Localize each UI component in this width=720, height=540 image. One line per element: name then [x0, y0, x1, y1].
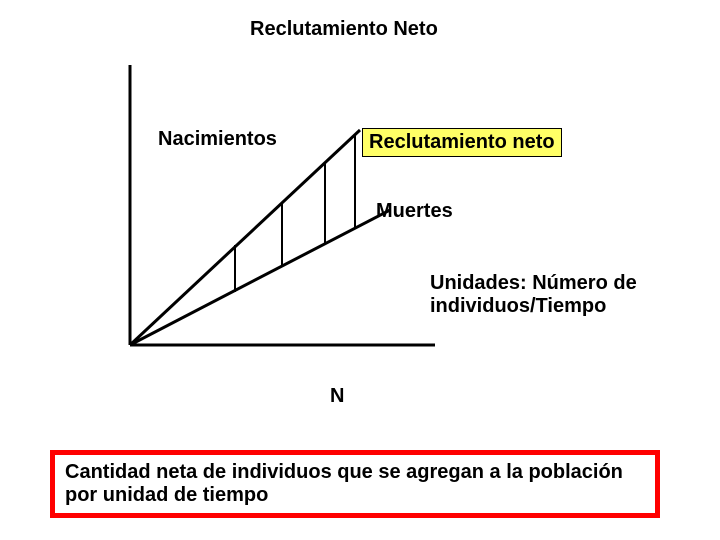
- x-axis-label: N: [330, 385, 344, 408]
- unidades-label: Unidades: Número de individuos/Tiempo: [430, 272, 680, 318]
- definition-box: Cantidad neta de individuos que se agreg…: [50, 450, 660, 518]
- page-title: Reclutamiento Neto: [250, 18, 438, 41]
- nacimientos-label: Nacimientos: [158, 128, 277, 151]
- muertes-label: Muertes: [376, 200, 453, 223]
- reclutamiento-neto-box: Reclutamiento neto: [362, 128, 562, 157]
